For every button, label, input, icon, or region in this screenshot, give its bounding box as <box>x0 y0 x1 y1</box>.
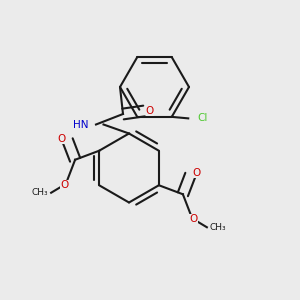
Text: O: O <box>192 168 200 178</box>
Text: Cl: Cl <box>197 113 208 123</box>
Text: O: O <box>189 214 197 224</box>
Text: O: O <box>58 134 66 144</box>
Text: O: O <box>146 106 154 116</box>
Text: HN: HN <box>73 119 88 130</box>
Text: CH₃: CH₃ <box>210 223 226 232</box>
Text: CH₃: CH₃ <box>32 188 48 197</box>
Text: O: O <box>61 180 69 190</box>
